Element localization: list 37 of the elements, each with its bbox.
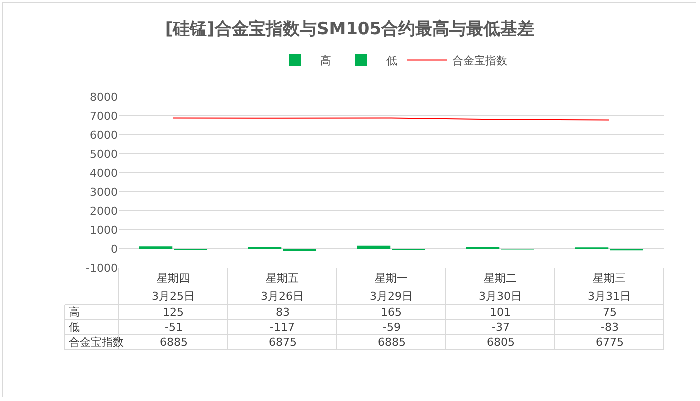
x-tick-label: 星期二 3月30日: [479, 272, 522, 303]
y-tick-label: 8000: [90, 90, 118, 104]
data-label: -83: [601, 321, 619, 334]
legend-label: 高: [320, 54, 332, 68]
text: 低: [69, 321, 80, 334]
x-tick-label: 星期五 3月26日: [261, 272, 304, 303]
data-label: 101: [490, 306, 511, 319]
y-tick-label: 5000: [90, 148, 118, 161]
text: 高: [69, 306, 80, 319]
x-tick-label: 星期一 3月29日: [370, 272, 413, 303]
x-tick-label: 星期三 3月31日: [588, 272, 631, 303]
legend-label: 低: [386, 54, 398, 68]
y-tick-label: 0: [111, 242, 118, 256]
data-label: 75: [603, 306, 617, 319]
y-tick-label: 3000: [90, 186, 118, 199]
y-tick-label: 7000: [90, 110, 118, 123]
y-tick-label: 1000: [90, 224, 118, 237]
data-label: -51: [165, 321, 183, 334]
x-tick-label: 星期四 3月25日: [152, 272, 195, 303]
data-label: 6875: [269, 336, 297, 349]
data-label: -37: [492, 321, 510, 334]
data-label: 83: [276, 306, 290, 319]
data-label: -117: [270, 321, 295, 334]
y-tick-label: 2000: [90, 204, 118, 218]
legend-label: 合金宝指数: [452, 54, 508, 68]
y-tick-label: 4000: [90, 166, 118, 180]
y-tick-label: -1000: [86, 262, 118, 275]
data-label: 6775: [596, 336, 624, 349]
text: 合金宝指数: [69, 336, 124, 349]
data-label: 6885: [160, 336, 188, 349]
data-label: -59: [383, 321, 401, 334]
chart-title: [硅锰]合金宝指数与SM105合约最高与最低基差: [165, 20, 535, 40]
data-label: 125: [163, 306, 184, 319]
data-label: 6885: [378, 336, 406, 349]
data-label: 6805: [487, 336, 515, 349]
data-label: 165: [381, 306, 402, 319]
y-tick-label: 6000: [90, 128, 118, 142]
